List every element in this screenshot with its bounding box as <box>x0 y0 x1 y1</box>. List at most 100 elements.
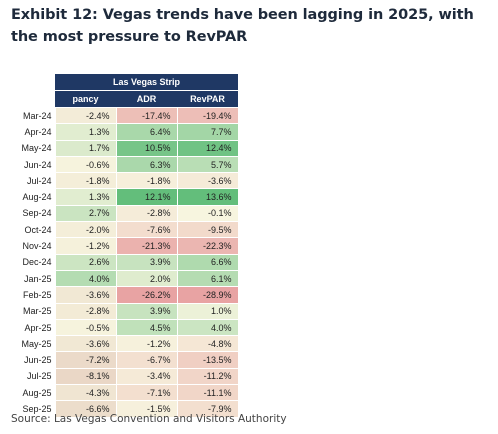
cell-adr: 6.4% <box>115 123 178 141</box>
table-row: Apr-24 1.3% 6.4% 7.7% <box>14 123 239 141</box>
cell-adr: -21.3% <box>115 237 178 255</box>
cell-adr: 12.1% <box>115 188 178 206</box>
table-row: Oct-24 -2.0% -7.6% -9.5% <box>14 221 239 239</box>
table-row: Sep-24 2.7% -2.8% -0.1% <box>14 204 239 223</box>
table-row: Aug-25 -4.3% -7.1% -11.1% <box>14 384 239 402</box>
cell-revpar: 6.1% <box>176 269 239 288</box>
cell-adr: -1.8% <box>115 172 178 190</box>
cell-occupancy: -4.3% <box>54 384 117 402</box>
cell-occupancy: -3.6% <box>54 286 117 304</box>
row-label: Jul-24 <box>26 175 52 186</box>
cell-adr: -7.6% <box>115 221 178 239</box>
cell-adr: -1.5% <box>115 400 178 418</box>
table-row: Mar-24 -2.4% -17.4% -19.4% <box>14 106 239 125</box>
cell-revpar: -13.5% <box>176 351 239 369</box>
cell-occupancy: -8.1% <box>54 367 117 386</box>
cell-revpar: -22.3% <box>176 237 239 255</box>
cell-revpar: -11.1% <box>176 384 239 402</box>
row-label: Sep-25 <box>22 403 52 414</box>
cell-adr: 2.0% <box>115 269 178 288</box>
table-row: Aug-24 1.3% 12.1% 13.6% <box>14 188 239 206</box>
row-label: Jun-24 <box>23 159 52 170</box>
cell-revpar: 4.0% <box>176 318 239 337</box>
row-label: Nov-24 <box>22 241 52 252</box>
cell-occupancy: -0.5% <box>54 318 117 337</box>
row-label: Dec-24 <box>22 257 52 268</box>
column-header-row: pancy ADR RevPAR <box>14 90 238 108</box>
cell-revpar: -11.2% <box>176 367 239 386</box>
cell-adr: -26.2% <box>115 286 178 304</box>
cell-adr: -2.8% <box>115 204 178 223</box>
column-header-revpar: RevPAR <box>177 90 238 108</box>
cell-revpar: -19.4% <box>176 106 239 125</box>
cell-adr: -3.4% <box>115 367 178 386</box>
row-label: Jun-25 <box>23 355 52 366</box>
column-header-adr: ADR <box>116 90 177 108</box>
table-row: Jan-25 4.0% 2.0% 6.1% <box>14 269 239 288</box>
exhibit-title: Exhibit 12: Vegas trends have been laggi… <box>11 7 474 45</box>
data-table: Las Vegas Strip pancy ADR RevPAR Mar-24-… <box>14 74 239 418</box>
row-label: Apr-24 <box>24 126 52 137</box>
cell-occupancy: 1.3% <box>54 123 117 141</box>
cell-adr: 4.5% <box>115 318 178 337</box>
cell-occupancy: -2.0% <box>54 221 117 239</box>
cell-adr: -17.4% <box>115 106 178 125</box>
table-row: Feb-25 -3.6% -26.2% -28.9% <box>14 286 239 304</box>
cell-occupancy: 2.7% <box>54 204 117 223</box>
row-label: Mar-25 <box>22 306 52 317</box>
row-label: Jul-25 <box>26 371 52 382</box>
cell-revpar: 1.0% <box>176 302 239 320</box>
cell-revpar: -28.9% <box>176 286 239 304</box>
cell-revpar: 7.7% <box>176 123 239 141</box>
cell-adr: 10.5% <box>115 139 178 157</box>
table-row: Jun-25 -7.2% -6.7% -13.5% <box>14 351 239 369</box>
row-label: May-24 <box>21 143 52 154</box>
cell-occupancy: -1.2% <box>54 237 117 255</box>
row-label: Aug-25 <box>22 387 52 398</box>
cell-adr: -6.7% <box>115 351 178 369</box>
cell-adr: 3.9% <box>115 253 178 271</box>
table-body: Mar-24 -2.4% -17.4% -19.4% Apr-24 1.3% 6.4% 7.7… <box>14 106 239 418</box>
cell-adr: 6.3% <box>115 155 178 174</box>
cell-occupancy: -1.8% <box>54 172 117 190</box>
table-row: Jul-25 -8.1% -3.4% -11.2% <box>14 367 239 386</box>
cell-occupancy: -0.6% <box>54 155 117 174</box>
cell-revpar: -7.9% <box>176 400 239 418</box>
column-header-occupancy: pancy <box>55 90 116 108</box>
cell-revpar: -4.8% <box>176 335 239 353</box>
table-row: Jun-24 -0.6% 6.3% 5.7% <box>14 155 239 174</box>
table-row: May-25 -3.6% -1.2% -4.8% <box>14 335 239 353</box>
cell-adr: -1.2% <box>115 335 178 353</box>
cell-adr: 3.9% <box>115 302 178 320</box>
cell-revpar: -9.5% <box>176 221 239 239</box>
cell-occupancy: -7.2% <box>54 351 117 369</box>
group-header-row: Las Vegas Strip <box>14 74 238 91</box>
cell-occupancy: 2.6% <box>54 253 117 271</box>
cell-occupancy: -2.8% <box>54 302 117 320</box>
row-label: May-25 <box>21 338 52 349</box>
corner-cell <box>14 90 55 108</box>
row-label: Oct-24 <box>24 224 52 235</box>
source-note: Source: Las Vegas Convention and Visitor… <box>11 413 287 425</box>
cell-revpar: -3.6% <box>176 172 239 190</box>
row-label: Apr-25 <box>24 322 52 333</box>
row-label: Jan-25 <box>23 273 52 284</box>
corner-cell <box>14 74 55 91</box>
row-label: Mar-24 <box>22 110 52 121</box>
cell-occupancy: 1.3% <box>54 188 117 206</box>
row-label: Aug-24 <box>22 192 52 203</box>
table-row: Jul-24 -1.8% -1.8% -3.6% <box>14 172 239 190</box>
cell-revpar: 6.6% <box>176 253 239 271</box>
table-row: Mar-25 -2.8% 3.9% 1.0% <box>14 302 239 320</box>
cell-revpar: 5.7% <box>176 155 239 174</box>
cell-revpar: 13.6% <box>176 188 239 206</box>
table-row: Nov-24 -1.2% -21.3% -22.3% <box>14 237 239 255</box>
cell-adr: -7.1% <box>115 384 178 402</box>
row-label: Feb-25 <box>22 289 52 300</box>
table-row: Dec-24 2.6% 3.9% 6.6% <box>14 253 239 271</box>
cell-occupancy: -2.4% <box>54 106 117 125</box>
group-header: Las Vegas Strip <box>55 74 238 91</box>
table-row: Apr-25 -0.5% 4.5% 4.0% <box>14 318 239 337</box>
cell-occupancy: 4.0% <box>54 269 117 288</box>
cell-revpar: -0.1% <box>176 204 239 223</box>
